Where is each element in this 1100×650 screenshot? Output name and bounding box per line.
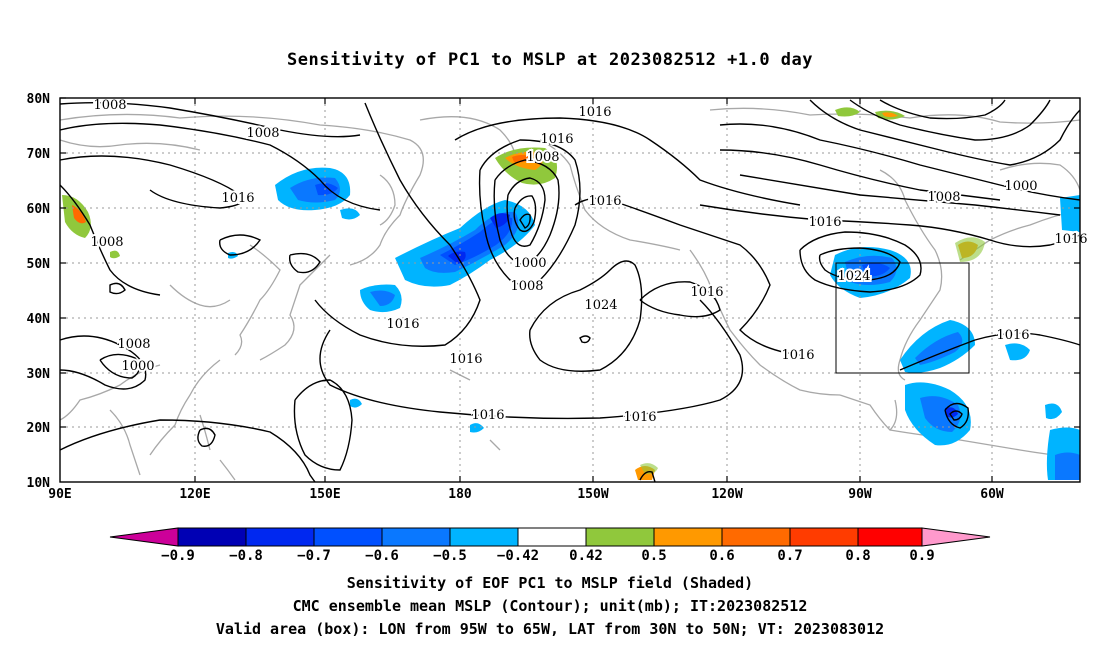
contour-label: 1000 [513, 256, 546, 271]
colorbar-cell [921, 527, 991, 547]
contour-label: 1000 [121, 359, 154, 374]
map-frame [59, 97, 1081, 483]
colorbar-label: 0.6 [709, 548, 734, 564]
contour-label: 1024 [837, 269, 870, 284]
lat-label: 20N [27, 421, 51, 436]
lon-label: 90E [48, 487, 71, 502]
colorbar-label: −0.42 [497, 548, 539, 564]
lon-label: 90W [848, 487, 872, 502]
contour-label: 1016 [578, 105, 611, 120]
contour-label: 1016 [588, 194, 621, 209]
contour-label: 1008 [927, 190, 960, 205]
lat-lon-grid [60, 98, 1080, 482]
colorbar-label: 0.8 [845, 548, 870, 564]
colorbar-cell [245, 527, 315, 547]
colorbar-cell [721, 527, 791, 547]
contour-label: 1008 [526, 150, 559, 165]
colorbar-label: −0.5 [433, 548, 467, 564]
lon-label: 150E [309, 487, 340, 502]
lon-label: 150W [577, 487, 608, 502]
contour-label: 1008 [90, 235, 123, 250]
contour-label: 1024 [584, 298, 617, 313]
contour-label: 1016 [996, 328, 1029, 343]
colorbar-label: −0.7 [297, 548, 331, 564]
lon-label: 120E [179, 487, 210, 502]
contour-label: 1008 [93, 98, 126, 113]
lat-label: 30N [27, 367, 51, 382]
contour-label: 1016 [808, 215, 841, 230]
colorbar-label: −0.9 [161, 548, 195, 564]
axis-ticks [60, 97, 1080, 482]
contour-label: 1016 [1054, 232, 1087, 247]
shaded-sensitivity [62, 107, 1080, 480]
colorbar-cell [381, 527, 451, 547]
colorbar-label: −0.8 [229, 548, 263, 564]
contour-label: 1016 [690, 285, 723, 300]
contour-label: 1008 [510, 279, 543, 294]
contour-label: 1008 [117, 337, 150, 352]
colorbar-cell [109, 527, 179, 547]
valid-area-box [835, 262, 970, 374]
lon-labels: 90E 120E 150E 180 150W 120W 90W 60W [48, 487, 1004, 502]
lat-label: 50N [27, 257, 51, 272]
colorbar-cell [313, 527, 383, 547]
colorbar-cell [177, 527, 247, 547]
colorbar-cell [653, 527, 723, 547]
contour-label: 1016 [623, 410, 656, 425]
caption-contour: CMC ensemble mean MSLP (Contour); unit(m… [292, 597, 808, 615]
contour-label: 1016 [471, 408, 504, 423]
contour-label: 1016 [386, 317, 419, 332]
lat-label: 40N [27, 312, 51, 327]
colorbar-cell [449, 527, 519, 547]
lon-label: 120W [711, 487, 742, 502]
colorbar-label: 0.5 [641, 548, 666, 564]
contour-labels: 1008 1008 1016 1008 1008 1000 1016 1016 … [88, 96, 1089, 427]
colorbar-cell [517, 527, 587, 547]
mslp-contours [59, 99, 1081, 483]
colorbar-label: 0.7 [777, 548, 802, 564]
contour-label: 1016 [781, 348, 814, 363]
colorbar-label: −0.6 [365, 548, 399, 564]
contour-label: 1000 [1004, 179, 1037, 194]
colorbar-labels: −0.9 −0.8 −0.7 −0.6 −0.5 −0.42 0.42 0.5 … [161, 548, 935, 564]
lat-label: 70N [27, 147, 51, 162]
lat-label: 10N [27, 476, 51, 491]
colorbar-cell [789, 527, 859, 547]
map-title: Sensitivity of PC1 to MSLP at 2023082512… [286, 50, 813, 70]
colorbar-label: 0.9 [909, 548, 934, 564]
colorbar [109, 527, 991, 547]
contour-label: 1016 [449, 352, 482, 367]
contour-label: 1016 [221, 191, 254, 206]
caption-valid-area: Valid area (box): LON from 95W to 65W, L… [215, 620, 885, 638]
lat-labels: 80N 70N 60N 50N 40N 30N 20N 10N [27, 92, 51, 491]
contour-label: 1016 [540, 132, 573, 147]
lat-label: 80N [27, 92, 51, 107]
colorbar-cell [857, 527, 923, 547]
caption-shaded: Sensitivity of EOF PC1 to MSLP field (Sh… [346, 574, 754, 592]
colorbar-cell [585, 527, 655, 547]
colorbar-label: 0.42 [569, 548, 603, 564]
lat-label: 60N [27, 202, 51, 217]
lon-label: 60W [980, 487, 1004, 502]
contour-label: 1008 [246, 126, 279, 141]
lon-label: 180 [448, 487, 472, 502]
